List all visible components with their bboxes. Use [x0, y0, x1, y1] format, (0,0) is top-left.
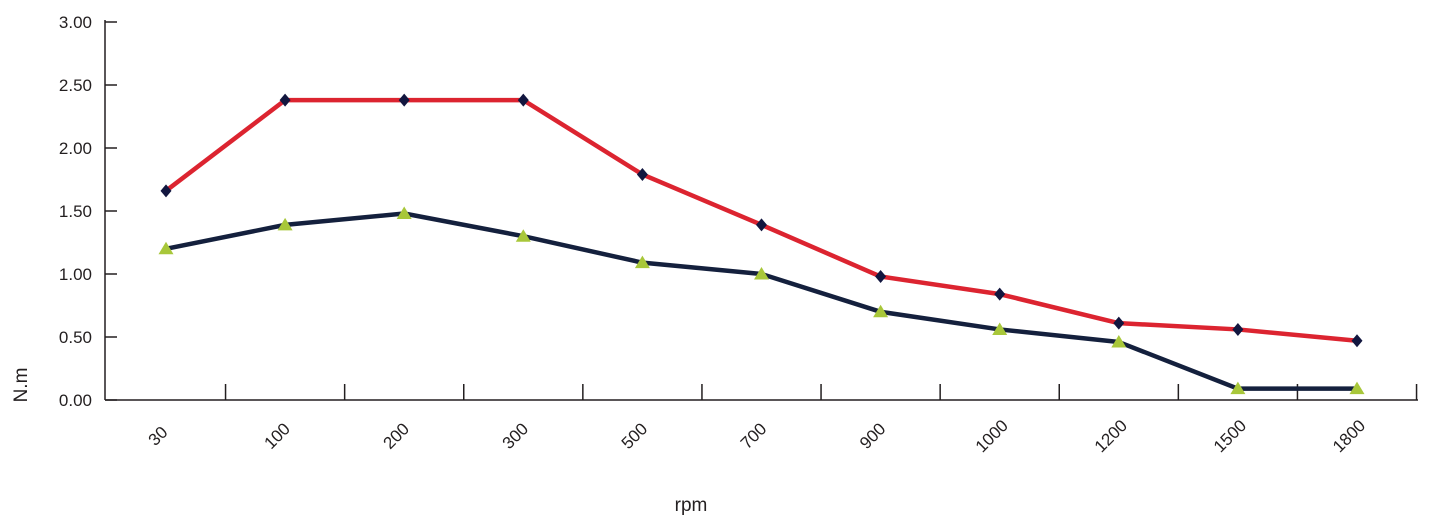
data-point-2-7: [873, 304, 889, 318]
x-tick-label: 1800: [1329, 416, 1369, 456]
data-point-2-4: [515, 229, 531, 242]
x-tick-label: 30: [145, 423, 172, 450]
y-tick-label: 0.00: [59, 391, 92, 410]
x-tick-label: 1000: [972, 416, 1012, 456]
y-ticks: 0.00 0.50 1.00 1.50 2.00 2.50 3.00: [59, 13, 117, 410]
data-point-1-10: [1232, 322, 1244, 336]
data-point-2-11: [1349, 381, 1365, 395]
data-point-2-8: [992, 322, 1008, 335]
data-point-2-2: [277, 217, 293, 231]
y-tick-label: 1.50: [59, 202, 92, 221]
x-tick-label: 900: [856, 419, 889, 452]
data-point-2-9: [1111, 335, 1127, 348]
y-tick-label: 2.00: [59, 139, 92, 158]
data-point-1-3: [398, 93, 410, 107]
data-point-2-6: [754, 267, 769, 280]
data-point-2-10: [1230, 381, 1246, 395]
data-point-2-5: [634, 255, 650, 269]
series-layer: [158, 93, 1365, 395]
y-tick-label: 2.50: [59, 76, 92, 95]
data-point-1-4: [517, 93, 529, 107]
x-axis-title: rpm: [675, 495, 708, 516]
y-axis-title: N.m: [11, 368, 32, 403]
x-tick-label: 100: [260, 419, 293, 452]
y-tick-label: 1.00: [59, 265, 92, 284]
x-tick-label: 1200: [1091, 416, 1131, 456]
data-point-1-1: [160, 184, 172, 198]
x-tick-label: 1500: [1210, 416, 1250, 456]
data-point-1-8: [994, 287, 1006, 301]
y-tick-label: 0.50: [59, 328, 92, 347]
data-point-1-9: [1113, 316, 1125, 330]
data-point-2-3: [396, 206, 412, 220]
data-point-1-7: [875, 270, 887, 284]
data-point-1-11: [1351, 334, 1363, 348]
x-tick-label: 300: [499, 419, 532, 452]
x-ticks: 30 100 200 300 500 700 900 1000 1200 1500 1800: [145, 384, 1418, 456]
data-point-1-2: [279, 93, 291, 107]
x-tick-label: 500: [618, 419, 651, 452]
data-point-1-5: [636, 167, 648, 181]
data-point-2-1: [158, 241, 174, 255]
x-tick-label: 700: [737, 419, 770, 452]
y-tick-label: 3.00: [59, 13, 92, 32]
series-line-2: [163, 211, 1360, 391]
x-tick-label: 200: [380, 419, 413, 452]
axes: [104, 20, 1418, 401]
data-point-1-6: [756, 218, 767, 232]
